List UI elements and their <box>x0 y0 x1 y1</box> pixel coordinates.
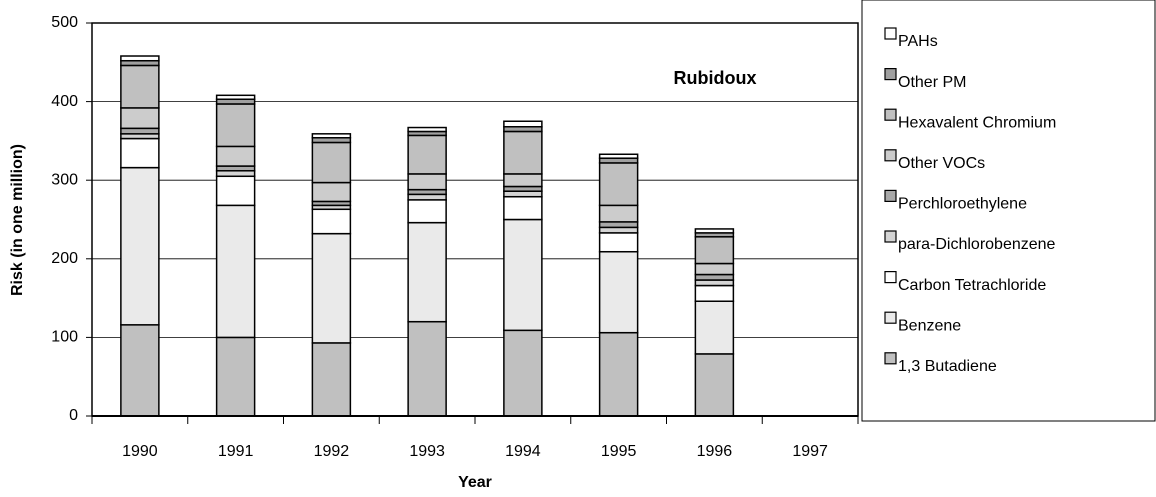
bar-segment <box>407 126 447 133</box>
bar-segment <box>694 300 735 355</box>
legend-swatch <box>884 108 897 121</box>
bar-segment <box>503 195 543 221</box>
bar-segment <box>694 279 735 287</box>
bar-segment <box>598 331 639 417</box>
x-tick-label: 1993 <box>409 443 445 460</box>
legend-label: para-Dichlorobenzene <box>898 236 1056 253</box>
bar-segment <box>598 221 639 229</box>
legend-swatch <box>884 230 897 243</box>
legend-label: Perchloroethylene <box>898 196 1027 213</box>
bar-segment <box>598 153 639 159</box>
bar-segment <box>311 232 352 344</box>
y-axis-label: Risk (in one million) <box>9 144 26 296</box>
x-axis-label: Year <box>458 474 492 491</box>
bar-segment <box>120 55 160 62</box>
bar-segment <box>694 228 735 234</box>
bar-segment <box>694 236 735 265</box>
bar-segment <box>407 193 447 201</box>
bar-segment <box>598 250 639 334</box>
legend-label: Carbon Tetrachloride <box>898 277 1046 294</box>
x-tick-label: 1990 <box>122 443 158 460</box>
y-tick-label: 200 <box>51 250 78 267</box>
bar-segment <box>503 130 543 175</box>
legend-label: PAHs <box>898 33 938 50</box>
bar-segment <box>120 64 160 109</box>
legend-label: Other PM <box>898 74 966 91</box>
legend-swatch <box>884 27 897 40</box>
chart-title: Rubidoux <box>674 68 757 88</box>
bar-segment <box>503 190 543 198</box>
bar-segment <box>120 137 160 169</box>
x-tick-label: 1995 <box>601 443 637 460</box>
bar-segment <box>311 342 352 417</box>
bar-segment <box>503 173 543 188</box>
legend-swatch <box>884 311 897 324</box>
legend-box <box>861 0 1156 422</box>
bar-segment <box>215 145 256 167</box>
bar-segment <box>215 103 256 148</box>
bar-segment <box>503 218 543 332</box>
bar-segment <box>694 262 735 276</box>
x-tick-label: 1992 <box>314 443 350 460</box>
bar-segment <box>120 324 160 417</box>
bar-segment <box>598 162 639 207</box>
bar-segment <box>694 284 735 302</box>
y-tick-label: 400 <box>51 93 78 110</box>
bar-segment <box>311 133 352 139</box>
bar-segment <box>120 107 160 130</box>
bar-segment <box>503 120 543 128</box>
bar-segment <box>407 134 447 175</box>
y-tick-label: 300 <box>51 171 78 188</box>
bar-segment <box>120 127 160 135</box>
bar-segment <box>311 181 352 203</box>
bar-segment <box>120 166 160 326</box>
bar-segment <box>311 141 352 184</box>
bar-segment <box>215 170 256 178</box>
x-tick-label: 1997 <box>792 443 828 460</box>
bar-segment <box>215 175 256 207</box>
legend-label: Benzene <box>898 317 961 334</box>
bar-segment <box>598 232 639 253</box>
bar-segment <box>407 221 447 323</box>
legend-swatch <box>884 149 897 162</box>
bar-segment <box>311 208 352 235</box>
bar-segment <box>503 329 543 417</box>
legend-label: Hexavalent Chromium <box>898 114 1056 131</box>
legend-swatch <box>884 271 897 284</box>
legend-swatch <box>884 67 897 81</box>
legend-swatch <box>884 352 897 365</box>
x-tick-label: 1996 <box>697 443 733 460</box>
x-tick-label: 1994 <box>505 443 541 460</box>
x-tick-label: 1991 <box>218 443 254 460</box>
bar-segment <box>215 204 256 339</box>
legend-swatch <box>884 189 897 202</box>
y-tick-label: 0 <box>69 407 78 424</box>
bar-segment <box>215 94 256 100</box>
legend-label: Other VOCs <box>898 155 985 172</box>
bar-segment <box>407 199 447 224</box>
bar-segment <box>694 353 735 417</box>
y-tick-label: 500 <box>51 14 78 31</box>
y-tick-label: 100 <box>51 329 78 346</box>
bar-segment <box>694 273 735 281</box>
bar-segment <box>598 226 639 234</box>
bar-segment <box>407 173 447 191</box>
bar-segment <box>215 336 256 417</box>
bar-segment <box>407 320 447 417</box>
bar-segment <box>598 204 639 223</box>
legend-label: 1,3 Butadiene <box>898 358 997 375</box>
